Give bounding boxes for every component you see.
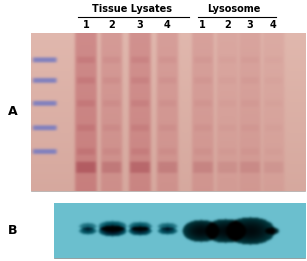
Text: A: A <box>8 105 17 118</box>
Bar <box>31 33 305 191</box>
Text: Tissue Lysates: Tissue Lysates <box>92 4 172 14</box>
Text: B: B <box>8 224 17 238</box>
Text: 2: 2 <box>109 20 115 30</box>
Bar <box>54 204 305 258</box>
Text: Lysosome: Lysosome <box>207 4 260 14</box>
Text: 3: 3 <box>136 20 143 30</box>
Text: 3: 3 <box>247 20 254 30</box>
Text: 4: 4 <box>270 20 277 30</box>
Text: 1: 1 <box>199 20 206 30</box>
Text: 2: 2 <box>224 20 231 30</box>
Text: 4: 4 <box>164 20 171 30</box>
Text: 1: 1 <box>83 20 89 30</box>
